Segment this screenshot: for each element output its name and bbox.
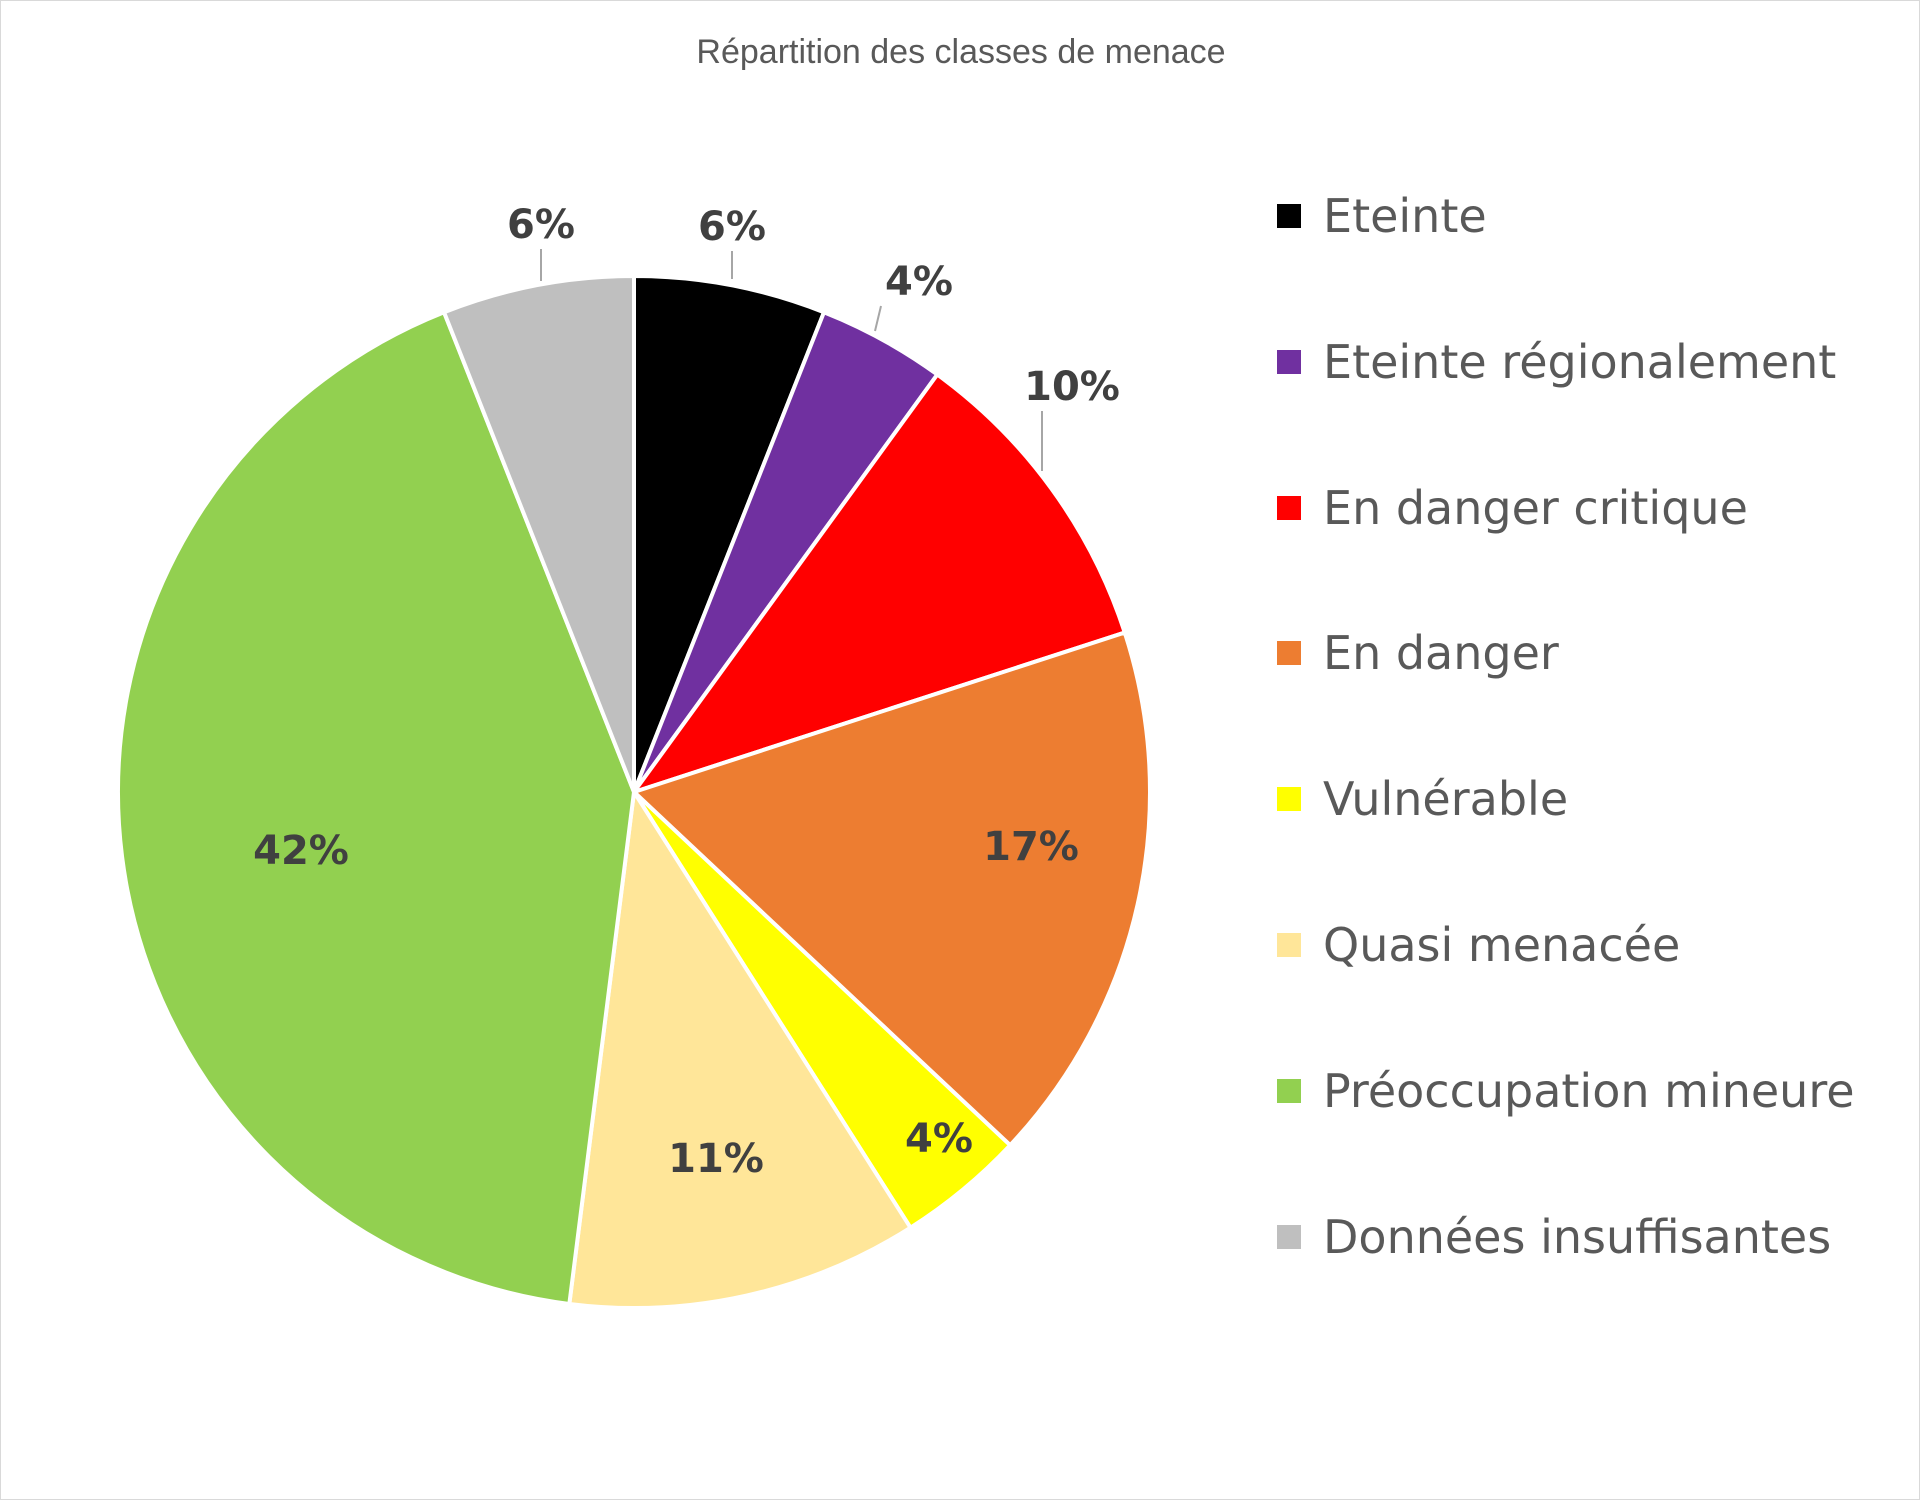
legend-item: Eteinte régionalement [1277, 332, 1836, 392]
pie-slice-4 [632, 630, 1152, 1148]
legend-item: En danger [1277, 623, 1559, 683]
pie-slice-7 [116, 310, 636, 1306]
legend-item: Vulnérable [1277, 769, 1568, 829]
legend-item: Eteinte [1277, 186, 1487, 246]
legend-swatch [1277, 787, 1301, 812]
legend-label: Données insuffisantes [1323, 1209, 1832, 1264]
legend-item: Quasi menacée [1277, 915, 1680, 975]
pie-slice-6 [567, 790, 913, 1310]
pie-slice-8 [442, 274, 636, 794]
legend-label: Quasi menacée [1323, 918, 1681, 972]
legend-label: Eteinte [1323, 189, 1487, 243]
legend-swatch [1277, 1224, 1301, 1249]
legend-label: Préoccupation mineure [1323, 1063, 1855, 1118]
legend-label: En danger critique [1323, 480, 1748, 535]
data-label-8: 6% [507, 202, 575, 248]
legend-swatch [1277, 349, 1301, 374]
legend-item: Préoccupation mineure [1277, 1061, 1855, 1121]
legend-swatch [1277, 933, 1301, 957]
data-label-6: 11% [668, 1136, 764, 1182]
legend-label: En danger [1323, 626, 1559, 681]
legend-label: Vulnérable [1323, 772, 1569, 827]
legend-swatch [1277, 204, 1301, 228]
legend-swatch [1277, 641, 1301, 666]
chart-title: Répartition des classes de menace [696, 33, 1226, 71]
data-label-5: 4% [905, 1116, 973, 1162]
leader-line-2 [874, 305, 882, 332]
data-label-4: 17% [983, 824, 1079, 870]
data-label-2: 4% [885, 259, 953, 305]
legend-item: En danger critique [1277, 478, 1748, 538]
legend-swatch [1277, 495, 1301, 520]
legend-swatch [1277, 1078, 1301, 1103]
pie-slice-1 [632, 274, 826, 794]
legend-item: Données insuffisantes [1277, 1207, 1831, 1267]
data-label-1: 6% [698, 204, 766, 250]
data-label-3: 10% [1024, 364, 1120, 410]
data-label-7: 42% [253, 828, 349, 874]
legend-label: Eteinte régionalement [1323, 334, 1837, 389]
pie-slice-3 [632, 372, 1127, 794]
